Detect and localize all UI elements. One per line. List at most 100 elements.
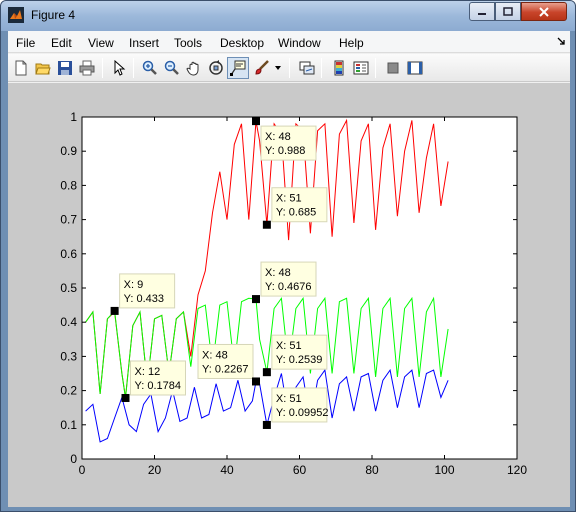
- x-tick-label: 40: [220, 463, 234, 477]
- x-tick-label: 60: [293, 463, 307, 477]
- datatip-y-label: Y: 0.433: [124, 293, 164, 305]
- x-tick-label: 100: [434, 463, 454, 477]
- colorbar-icon: [334, 60, 344, 76]
- menu-file[interactable]: File: [16, 36, 36, 50]
- y-tick-label: 0.1: [60, 418, 77, 432]
- y-tick-label: 0.3: [60, 349, 77, 363]
- title-bar[interactable]: Figure 4: [1, 1, 575, 31]
- datatip-box[interactable]: [271, 334, 328, 370]
- rotate-3d-button[interactable]: [205, 57, 227, 79]
- hide-plot-tools-button[interactable]: [382, 57, 404, 79]
- datatip-marker[interactable]: [252, 117, 260, 126]
- open-file-button[interactable]: [32, 57, 54, 79]
- datatip-box[interactable]: [260, 261, 317, 297]
- matlab-logo-icon: [8, 7, 24, 23]
- datatip-y-label: Y: 0.2267: [202, 363, 249, 375]
- y-tick-label: 1: [70, 110, 77, 124]
- new-figure-button[interactable]: [10, 57, 32, 79]
- datatip-y-label: Y: 0.988: [265, 145, 305, 157]
- datatip-marker[interactable]: [121, 393, 130, 402]
- menu-bar: File Edit View Insert Tools Desktop Wind…: [8, 31, 570, 53]
- menu-tools[interactable]: Tools: [174, 36, 203, 50]
- series-line-2[interactable]: [85, 368, 449, 443]
- zoom-out-button[interactable]: [161, 57, 183, 79]
- y-tick-label: 0.2: [60, 384, 77, 398]
- print-button[interactable]: [76, 57, 98, 79]
- menu-edit[interactable]: Edit: [51, 36, 72, 50]
- print-icon: [79, 60, 95, 76]
- datatip-marker[interactable]: [252, 295, 260, 304]
- datatip[interactable]: X: 51 Y: 0.685: [262, 187, 328, 229]
- datatip-box[interactable]: [119, 273, 176, 309]
- datatip-x-label: X: 9: [124, 279, 144, 291]
- link-plot-icon: [299, 61, 315, 75]
- datatip-marker[interactable]: [262, 220, 271, 229]
- brush-dropdown-button[interactable]: [272, 57, 284, 79]
- menu-help[interactable]: Help: [339, 36, 364, 50]
- menu-insert[interactable]: Insert: [129, 36, 160, 50]
- minimize-button[interactable]: [469, 2, 495, 21]
- datatip[interactable]: X: 51 Y: 0.09952: [262, 387, 329, 429]
- y-tick-label: 0.4: [60, 315, 77, 329]
- datatip-box[interactable]: [260, 125, 317, 161]
- brush-button[interactable]: [251, 57, 273, 79]
- pointer-icon: [114, 60, 126, 76]
- datatip[interactable]: X: 48 Y: 0.2267: [197, 343, 260, 386]
- minimize-icon: [478, 12, 486, 15]
- datatip-x-label: X: 12: [135, 366, 161, 378]
- datatip-y-label: Y: 0.4676: [265, 281, 312, 293]
- show-plot-tools-button[interactable]: [404, 57, 426, 79]
- x-tick-label: 20: [148, 463, 162, 477]
- menu-window[interactable]: Window: [278, 36, 321, 50]
- save-button[interactable]: [54, 57, 76, 79]
- show-plot-tools-icon: [407, 61, 423, 75]
- open-file-icon: [35, 63, 51, 75]
- datatip-marker[interactable]: [110, 306, 119, 315]
- series-line-1[interactable]: [85, 296, 449, 399]
- insert-colorbar-button[interactable]: [328, 57, 350, 79]
- dock-arrow-icon[interactable]: [556, 36, 566, 46]
- datatip-y-label: Y: 0.1784: [135, 380, 182, 392]
- datatip[interactable]: X: 48 Y: 0.4676: [252, 261, 317, 304]
- y-tick-label: 0.5: [60, 281, 77, 295]
- datatip[interactable]: X: 48 Y: 0.988: [252, 117, 317, 161]
- edit-plot-button[interactable]: [108, 57, 130, 79]
- datatip-marker[interactable]: [262, 368, 271, 377]
- datatip-x-label: X: 51: [276, 393, 302, 405]
- data-cursor-button[interactable]: [227, 57, 249, 79]
- x-tick-label: 80: [365, 463, 379, 477]
- legend-icon: [353, 61, 369, 75]
- y-tick-label: 0: [70, 452, 77, 466]
- menu-view[interactable]: View: [88, 36, 114, 50]
- datatip-box[interactable]: [271, 387, 328, 423]
- zoom-in-button[interactable]: [139, 57, 161, 79]
- pan-button[interactable]: [183, 57, 205, 79]
- datatip-box[interactable]: [271, 187, 328, 223]
- datatip[interactable]: X: 51 Y: 0.2539: [262, 334, 328, 377]
- toolbar-separator: [133, 58, 134, 78]
- datatip[interactable]: X: 12 Y: 0.1784: [121, 360, 186, 402]
- window-title: Figure 4: [31, 8, 76, 22]
- save-icon: [58, 61, 72, 75]
- datatip[interactable]: X: 9 Y: 0.433: [110, 273, 176, 315]
- datatip-box[interactable]: [130, 360, 186, 396]
- datatip-x-label: X: 48: [202, 349, 228, 361]
- menu-desktop[interactable]: Desktop: [220, 36, 265, 50]
- datatip-y-label: Y: 0.09952: [276, 407, 329, 419]
- close-button[interactable]: [521, 2, 567, 21]
- datatip-marker[interactable]: [252, 377, 260, 386]
- pan-icon: [186, 61, 199, 76]
- datatip-y-label: Y: 0.685: [276, 207, 316, 219]
- maximize-button[interactable]: [495, 2, 521, 21]
- figure-canvas: 0 20 40 60 80 100 120 0 0.1 0.2 0.3 0.4 0.5 0.6 0.7 0.8…: [8, 83, 570, 507]
- rotate-3d-icon: [209, 60, 223, 75]
- figure-client-area: File Edit View Insert Tools Desktop Wind…: [8, 31, 570, 507]
- figure-toolbar: [8, 54, 570, 82]
- insert-legend-button[interactable]: [350, 57, 372, 79]
- hide-plot-tools-icon: [387, 62, 399, 74]
- datatip-marker[interactable]: [262, 420, 271, 429]
- y-tick-label: 0.9: [60, 144, 77, 158]
- link-plot-button[interactable]: [296, 57, 318, 79]
- datatip-box[interactable]: [197, 343, 254, 379]
